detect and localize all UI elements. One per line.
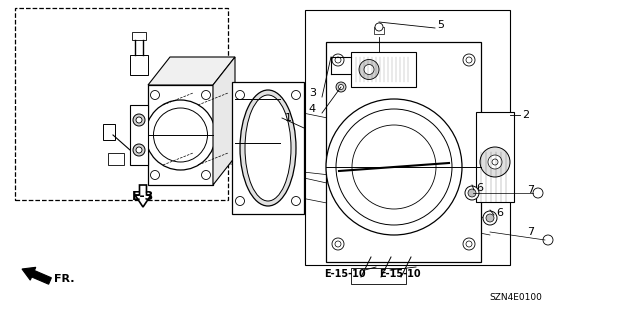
Circle shape: [332, 238, 344, 250]
Bar: [232, 82, 304, 214]
Polygon shape: [148, 57, 235, 85]
Circle shape: [291, 197, 301, 205]
Text: 5: 5: [437, 20, 444, 30]
Circle shape: [332, 54, 344, 66]
Circle shape: [364, 64, 374, 75]
Bar: [351, 268, 406, 284]
Circle shape: [133, 144, 145, 156]
Circle shape: [483, 211, 497, 225]
Text: 4: 4: [309, 104, 316, 114]
Bar: [476, 112, 514, 202]
Circle shape: [202, 91, 211, 100]
Bar: [374, 27, 384, 34]
Circle shape: [336, 82, 346, 92]
Circle shape: [468, 189, 476, 197]
Text: E-15-10: E-15-10: [379, 269, 421, 279]
Circle shape: [480, 147, 510, 177]
Circle shape: [136, 117, 142, 123]
Bar: [305, 10, 510, 265]
Text: 2: 2: [522, 110, 529, 120]
Text: 7: 7: [527, 227, 534, 237]
Ellipse shape: [245, 95, 291, 201]
Polygon shape: [130, 105, 148, 165]
Circle shape: [463, 54, 475, 66]
Text: FR.: FR.: [54, 274, 74, 284]
Text: 3: 3: [309, 88, 316, 98]
Text: 1: 1: [285, 113, 292, 123]
Polygon shape: [213, 57, 235, 185]
FancyArrow shape: [22, 267, 51, 284]
Circle shape: [280, 139, 287, 146]
Circle shape: [145, 100, 216, 170]
Bar: [103, 124, 115, 140]
Circle shape: [543, 235, 553, 245]
Circle shape: [326, 99, 462, 235]
Circle shape: [236, 197, 244, 205]
Circle shape: [280, 95, 287, 102]
Circle shape: [533, 188, 543, 198]
Circle shape: [236, 91, 244, 100]
Text: SZN4E0100: SZN4E0100: [490, 293, 543, 302]
Text: E-3: E-3: [132, 190, 154, 204]
Circle shape: [465, 186, 479, 200]
Circle shape: [150, 170, 159, 180]
Circle shape: [202, 170, 211, 180]
Bar: [326, 42, 481, 262]
Bar: [15, 8, 228, 200]
Circle shape: [488, 155, 502, 169]
Bar: [148, 85, 213, 185]
Circle shape: [359, 60, 379, 79]
Circle shape: [133, 114, 145, 126]
Bar: [108, 153, 124, 165]
FancyArrow shape: [135, 185, 151, 207]
Text: 6: 6: [496, 208, 503, 218]
Circle shape: [291, 91, 301, 100]
Bar: [351, 52, 416, 87]
Text: 6: 6: [476, 183, 483, 193]
Circle shape: [486, 214, 494, 222]
Ellipse shape: [240, 90, 296, 206]
Circle shape: [463, 238, 475, 250]
Bar: [130, 55, 148, 75]
Bar: [132, 32, 146, 40]
Circle shape: [136, 147, 142, 153]
Circle shape: [150, 91, 159, 100]
Text: E-15-10: E-15-10: [324, 269, 366, 279]
Circle shape: [375, 23, 383, 31]
Circle shape: [339, 85, 344, 90]
Text: 7: 7: [527, 185, 534, 195]
